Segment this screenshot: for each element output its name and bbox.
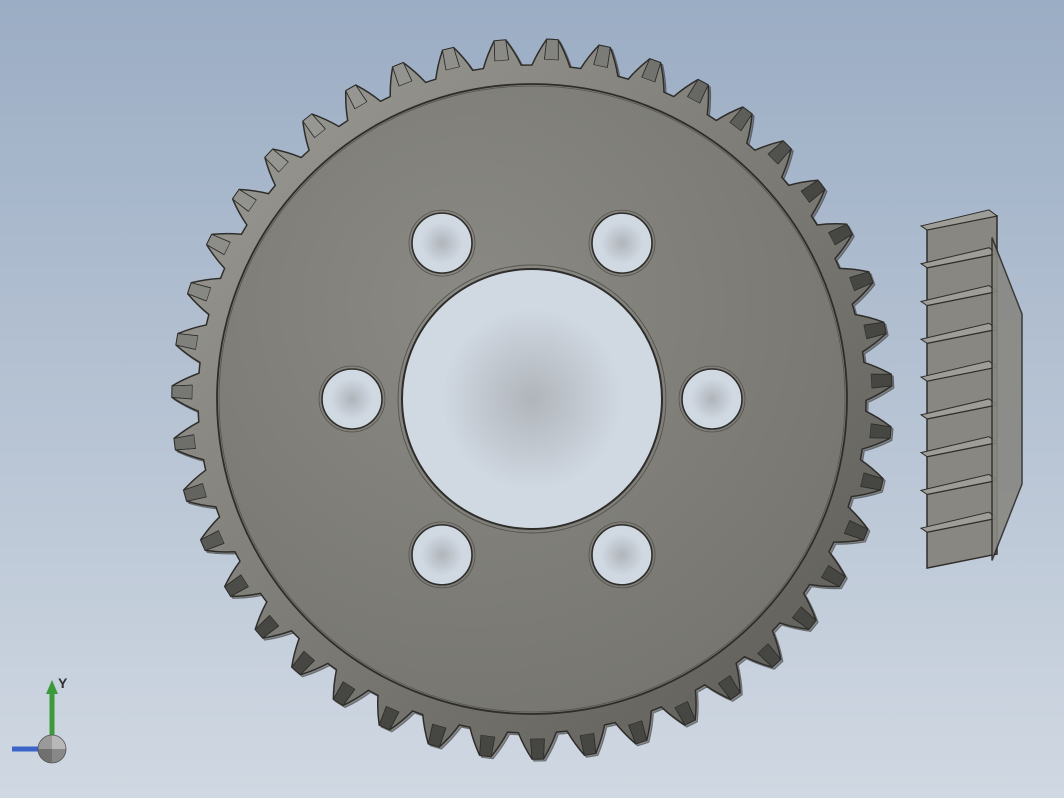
bolt-hole bbox=[322, 369, 382, 429]
gear-tooth-land bbox=[172, 385, 192, 399]
axis-triad[interactable]: ZY bbox=[12, 671, 122, 786]
bolt-hole bbox=[682, 369, 742, 429]
center-bore bbox=[402, 269, 662, 529]
bolt-hole bbox=[412, 213, 472, 273]
bolt-hole bbox=[412, 525, 472, 585]
bolt-hole bbox=[592, 213, 652, 273]
bolt-hole bbox=[592, 525, 652, 585]
axis-label-y: Y bbox=[58, 675, 68, 691]
axis-triad-svg: ZY bbox=[12, 671, 122, 781]
cad-3d-viewport[interactable]: ZY bbox=[0, 0, 1064, 798]
gear-tooth-land bbox=[531, 739, 545, 759]
viewport-canvas[interactable] bbox=[0, 0, 1064, 798]
